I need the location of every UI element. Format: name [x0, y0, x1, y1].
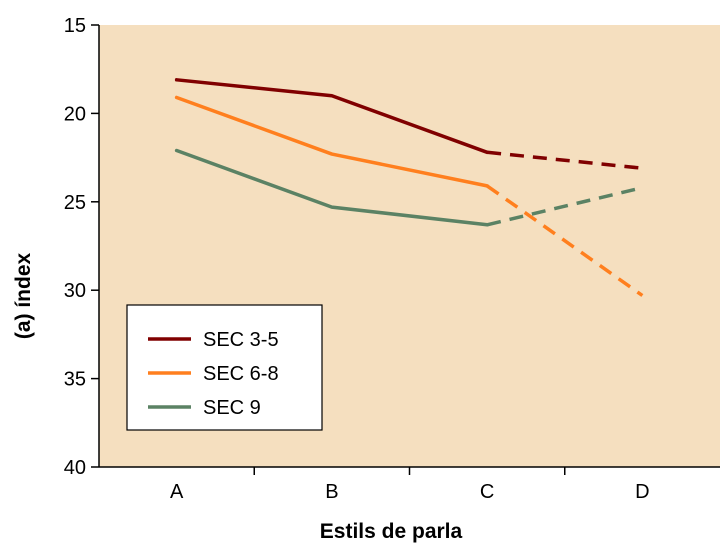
x-tick-label: B — [325, 481, 338, 503]
legend-label: SEC 9 — [203, 397, 261, 419]
y-ticks: 15 20 25 30 35 40 — [64, 15, 99, 479]
series-layer — [174, 78, 644, 297]
series-line-dashed — [486, 184, 644, 297]
x-tick-label: A — [170, 481, 184, 503]
legend-box — [126, 304, 323, 431]
x-axis-title: Estils de parla — [320, 520, 463, 543]
x-ticks: A B C D — [170, 467, 650, 503]
legend-label: SEC 6-8 — [203, 363, 279, 385]
y-tick-label: 15 — [64, 15, 86, 37]
y-tick-label: 20 — [64, 103, 86, 125]
series-line-dashed — [486, 150, 643, 170]
series-line-solid — [174, 148, 489, 227]
series-line-solid — [174, 95, 489, 188]
y-tick-label: 40 — [64, 457, 86, 479]
legend-label: SEC 3-5 — [203, 329, 279, 351]
y-tick-label: 30 — [64, 280, 86, 302]
y-tick-label: 25 — [64, 192, 86, 214]
x-tick-label: C — [480, 481, 494, 503]
series-line-dashed — [486, 185, 643, 227]
legend: SEC 3-5 SEC 6-8 SEC 9 — [126, 304, 323, 431]
y-axis-title: (a) índex — [12, 253, 35, 340]
series-line-solid — [174, 78, 489, 155]
y-tick-label: 35 — [64, 369, 86, 391]
x-tick-label: D — [635, 481, 649, 503]
